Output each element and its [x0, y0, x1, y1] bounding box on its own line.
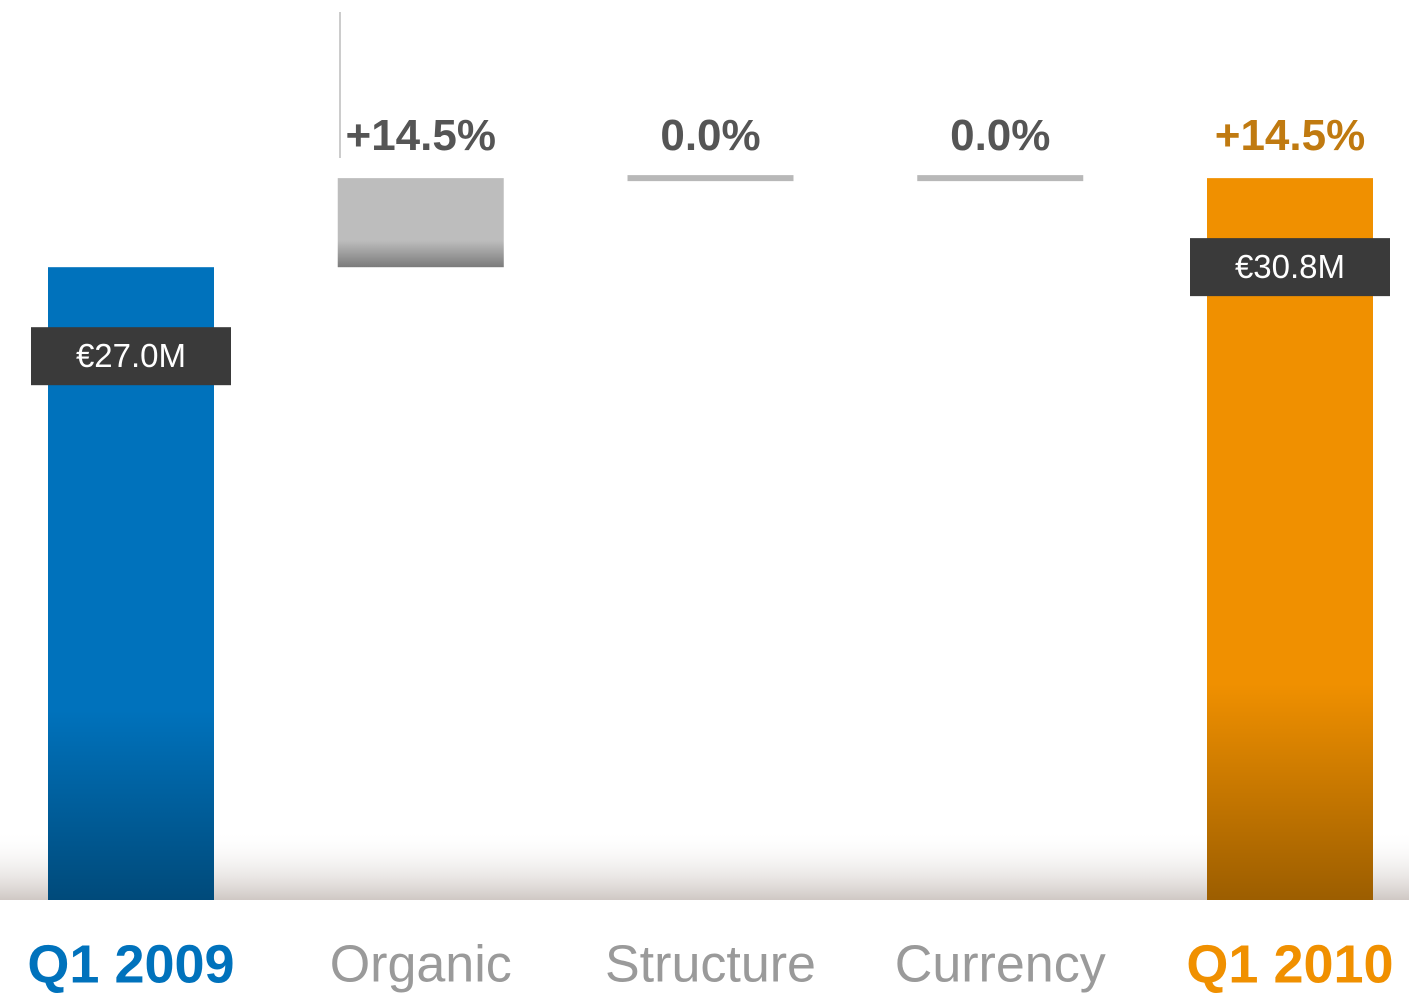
- x-tick-label: Currency: [895, 936, 1106, 994]
- bar-shade: [1207, 178, 1373, 900]
- bar: [917, 175, 1084, 182]
- bar-shade: [337, 178, 504, 268]
- value-label: €27.0M: [76, 337, 186, 374]
- x-tick-label: Organic: [330, 936, 512, 994]
- value-label-box: [31, 327, 231, 386]
- change-label: +14.5%: [346, 111, 496, 160]
- bar: [627, 175, 794, 182]
- change-label: 0.0%: [660, 111, 760, 160]
- x-tick-label: Q1 2010: [1186, 934, 1393, 994]
- floor-shadow: [0, 830, 1409, 900]
- value-label-box: [1190, 238, 1390, 297]
- change-label: +14.5%: [1215, 111, 1365, 160]
- value-label: €30.8M: [1235, 248, 1345, 285]
- x-tick-label: Q1 2009: [27, 934, 234, 994]
- change-label: 0.0%: [950, 111, 1050, 160]
- x-tick-label: Structure: [605, 936, 816, 994]
